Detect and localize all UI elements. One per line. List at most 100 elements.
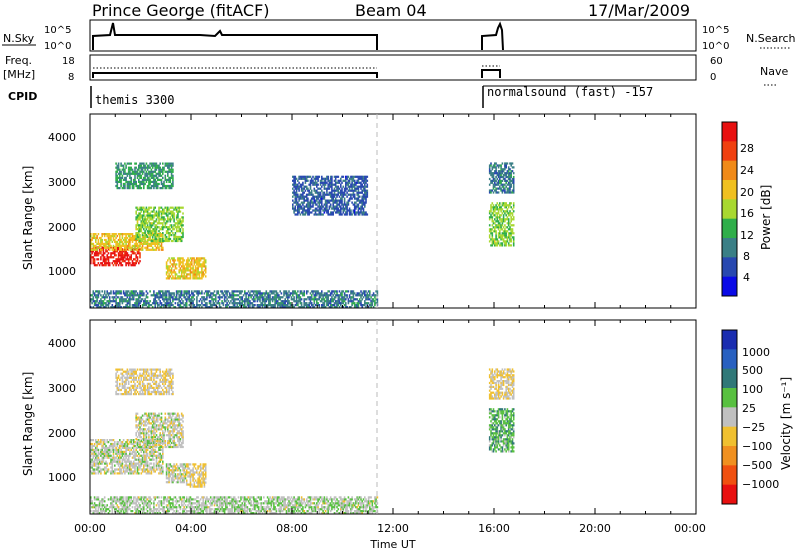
power-cell [163, 180, 165, 183]
power-cell [326, 201, 328, 204]
power-cell [167, 277, 169, 280]
power-cell [149, 300, 151, 303]
power-cell [160, 210, 163, 213]
power-cell [496, 226, 499, 229]
power-cell [170, 224, 173, 227]
power-cell [103, 238, 106, 242]
power-cell [197, 261, 199, 264]
power-cell [140, 174, 143, 177]
power-cell [130, 182, 132, 186]
power-cell [274, 290, 276, 293]
power-cell [302, 201, 304, 204]
power-cell [312, 175, 314, 178]
power-cell [160, 180, 163, 183]
power-cell [163, 306, 165, 309]
power-cell [350, 195, 352, 198]
power-cell [130, 298, 132, 301]
power-cell [155, 164, 158, 167]
power-cell [300, 197, 303, 200]
power-cell [126, 172, 129, 175]
power-cell [92, 300, 95, 303]
power-cell [500, 174, 502, 177]
power-cell [506, 204, 509, 207]
power-cell [237, 290, 240, 293]
power-cell [348, 213, 351, 216]
power-cell [101, 302, 103, 305]
power-cell [220, 306, 222, 309]
power-cell [154, 162, 156, 165]
velocity-cell [119, 470, 121, 473]
power-cell [331, 304, 333, 307]
power-cell [165, 208, 168, 211]
power-cell [169, 210, 172, 213]
power-cell [299, 290, 302, 293]
power-cell [143, 210, 145, 213]
power-cell [164, 235, 167, 239]
power-cell [500, 236, 502, 239]
power-cell [358, 292, 361, 295]
power-cell [168, 306, 170, 309]
velocity-cell [158, 460, 160, 463]
nsky-tick-bottom: 10^0 [44, 41, 71, 52]
power-cell [496, 216, 499, 219]
power-cell [110, 290, 112, 293]
power-cell [158, 172, 160, 175]
power-cell [145, 300, 148, 303]
velocity-cell [115, 460, 117, 463]
power-cell [101, 296, 103, 299]
velocity-cell [125, 441, 127, 444]
power-cell [154, 232, 156, 235]
power-cell [96, 264, 98, 267]
power-colorbar-swatch [722, 180, 737, 200]
power-cell [180, 257, 183, 260]
velocity-cell [127, 446, 130, 449]
power-cell [143, 178, 145, 181]
power-cell [168, 176, 170, 179]
power-cell [292, 294, 294, 297]
power-cell [287, 292, 289, 295]
power-cell [93, 252, 96, 255]
power-cell [499, 230, 501, 233]
power-cell [165, 210, 168, 213]
power-cell [140, 168, 143, 171]
power-cell [314, 175, 317, 178]
power-cell [496, 164, 499, 167]
power-cell [327, 304, 329, 307]
power-cell [177, 298, 179, 301]
power-cell [341, 189, 343, 192]
power-cell [316, 181, 318, 184]
power-cell [278, 294, 280, 297]
power-cell [116, 306, 119, 309]
power-cell [170, 166, 173, 169]
power-cell [500, 238, 502, 241]
power-cell [505, 240, 507, 243]
power-colorbar-swatch [722, 276, 737, 297]
power-cell [122, 256, 125, 259]
power-cell [175, 237, 178, 241]
power-cell [97, 246, 100, 249]
power-cell [298, 207, 300, 210]
power-cell [100, 262, 102, 265]
power-cell [488, 230, 491, 233]
power-cell [114, 262, 116, 265]
power-cell [155, 294, 158, 297]
power-cell [154, 306, 156, 309]
power-cell [317, 197, 319, 200]
power-cell [293, 209, 295, 212]
power-cell [314, 177, 317, 180]
power-cell [115, 258, 117, 261]
power-cell [179, 277, 182, 280]
velocity-cell [125, 448, 127, 451]
power-cell [112, 260, 115, 263]
power-cell [241, 304, 244, 307]
power-cell [175, 294, 178, 297]
power-cell [100, 298, 102, 301]
power-cell [343, 207, 346, 210]
power-cell [116, 164, 119, 167]
power-cell [361, 298, 363, 301]
power-cell [491, 228, 494, 231]
power-cell [497, 220, 500, 223]
velocity-cell [98, 466, 101, 469]
power-cell [509, 172, 511, 175]
power-cell [144, 178, 146, 181]
